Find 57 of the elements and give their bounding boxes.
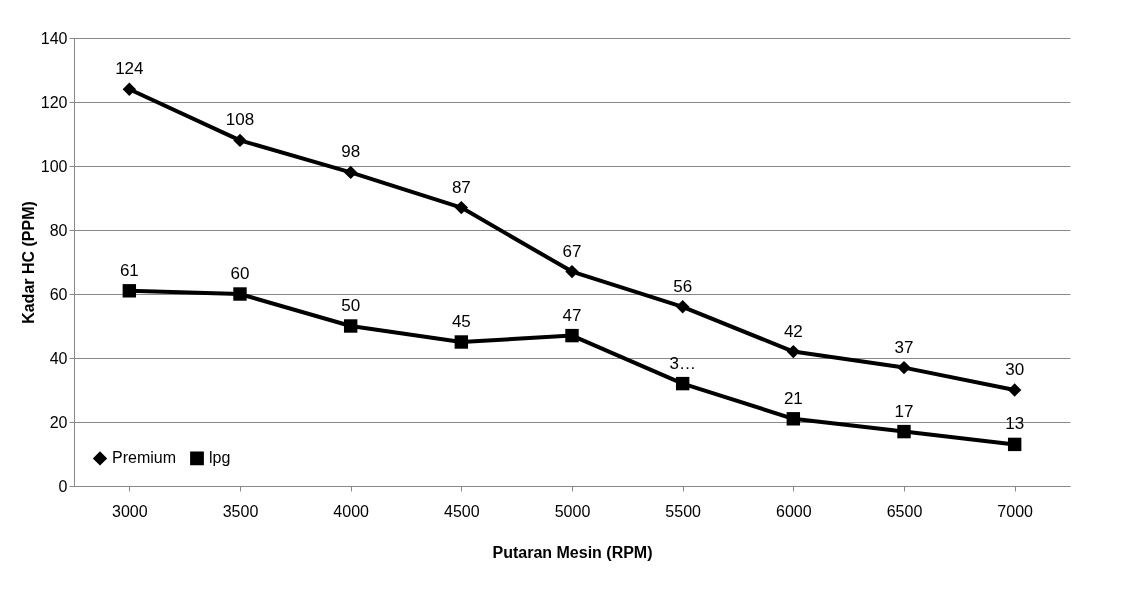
point [786,344,801,359]
data-label: 61 [119,260,139,280]
point [454,335,469,349]
data-label: 124 [115,59,144,79]
x-tick-label: 4500 [444,502,480,520]
data-label: 87 [451,177,471,197]
x-tick-label: 5500 [665,502,702,520]
point [1007,383,1022,397]
x-tick-label: 7000 [997,502,1034,520]
data-label: 50 [341,296,361,315]
point [675,300,690,314]
y-tick-label: 100 [40,157,68,175]
x-tick-label: 6000 [776,502,812,520]
legend-label: lpg [209,449,231,467]
y-tick-label: 0 [58,477,68,495]
data-label: 42 [783,321,803,341]
point [897,424,911,439]
data-label: 108 [225,110,255,130]
x-tick-label: 6500 [886,502,923,520]
x-tick-label: 3000 [112,502,148,520]
y-axis-title: Kadar HC (PPM) [19,201,37,324]
point [343,165,358,180]
data-label: 98 [341,142,361,162]
y-tick-label: 120 [40,93,68,111]
data-label: 47 [562,305,582,325]
data-label: 45 [451,312,471,331]
data-label: 13 [1005,414,1025,434]
point [343,319,358,333]
data-label: 56 [673,276,693,296]
data-label: 21 [783,388,803,408]
point [454,200,469,215]
x-tick-label: 4000 [333,502,370,520]
data-label: 17 [894,401,914,421]
data-label: 30 [1005,360,1025,379]
point [565,264,579,279]
data-label: 37 [894,337,914,357]
point [897,360,911,375]
y-tick-label: 80 [49,221,68,239]
x-tick-label: 5000 [554,502,591,520]
point [122,284,137,298]
point [675,376,690,391]
point [565,328,579,343]
data-label: 67 [562,241,582,261]
point [233,287,247,301]
data-label: 60 [230,264,250,283]
point [1007,437,1022,452]
legend-label: Premium [112,449,177,467]
x-tick-label: 3500 [222,502,259,520]
point [122,82,137,96]
x-axis-title: Putaran Mesin (RPM) [492,543,653,561]
data-label: 3… [669,353,696,373]
y-tick-label: 140 [40,29,68,47]
y-tick-label: 20 [49,413,68,431]
point [786,412,801,426]
point [233,133,247,148]
y-tick-label: 60 [49,285,68,303]
y-tick-label: 40 [49,349,68,367]
